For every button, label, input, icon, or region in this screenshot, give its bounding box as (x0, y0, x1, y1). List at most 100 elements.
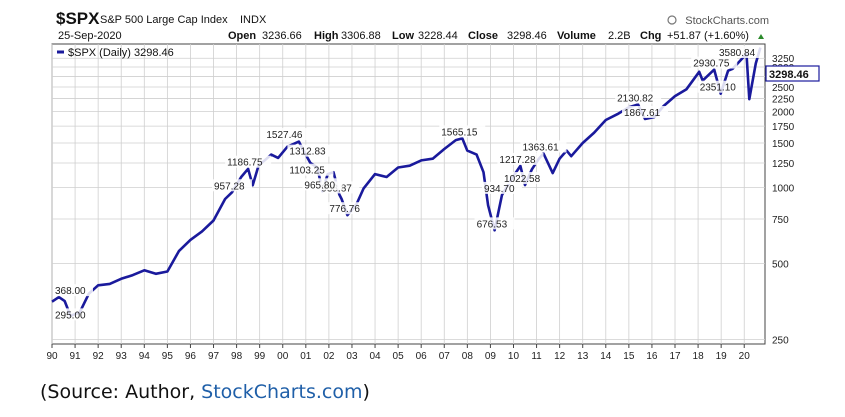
point-label: 1022.58 (504, 174, 541, 185)
point-label: 1103.25 (289, 166, 325, 177)
spx-series-line (51, 47, 762, 318)
x-tick-label: 18 (693, 351, 705, 362)
point-label-bg (53, 308, 93, 321)
x-tick-label: 09 (485, 351, 497, 362)
grid-lines (51, 44, 765, 344)
annotation-layer: 368.00 295.00 1186.75 957.28 1527.46 1312.83 1… (53, 46, 763, 321)
y-tick-label: 1250 (772, 159, 795, 170)
low-label: Low (392, 30, 414, 42)
quote-date: 25-Sep-2020 (58, 30, 122, 42)
y-tick-label: 250 (772, 336, 789, 347)
point-label-bg (481, 181, 522, 194)
x-tick-label: 19 (716, 351, 728, 362)
point-label: 1363.61 (522, 142, 559, 153)
y-tick-label: 1750 (772, 122, 795, 133)
y-tick-label: 2250 (772, 95, 795, 106)
point-label-bg (53, 284, 93, 297)
caption-prefix: (Source: Author, (40, 381, 202, 403)
point-label: 676.53 (477, 219, 508, 230)
x-tick-label: 92 (93, 351, 105, 362)
point-label-bg (691, 56, 738, 69)
index-name: S&P 500 Large Cap Index (100, 14, 228, 26)
legend-entry: $SPX (Daily) 3298.46 (68, 47, 174, 59)
volume-value: 2.2B (608, 30, 631, 42)
x-tick-label: 16 (646, 351, 658, 362)
point-label: 2351.10 (700, 83, 737, 94)
x-tick-label: 08 (462, 351, 474, 362)
x-tick-label: 02 (323, 351, 335, 362)
point-label-bg (211, 179, 252, 192)
x-tick-label: 20 (739, 351, 751, 362)
watermark-text: StockCharts.com (685, 15, 769, 27)
volume-label: Volume (557, 30, 596, 42)
point-label-bg (327, 202, 368, 215)
point-label-bg (302, 178, 343, 191)
watermark-icon (667, 15, 677, 25)
low-value: 3228.44 (418, 30, 458, 42)
exchange-label: INDX (240, 14, 267, 26)
y-axis: 2505007501000125015001750200022502500275… (772, 54, 795, 346)
x-tick-label: 91 (70, 351, 82, 362)
x-tick-label: 07 (439, 351, 451, 362)
last-value-label: 3298.46 (769, 69, 809, 81)
symbol-title: $SPX (56, 9, 100, 28)
x-tick-label: 97 (208, 351, 220, 362)
x-tick-label: 96 (185, 351, 197, 362)
point-label-bg (717, 46, 763, 58)
point-label-bg (225, 155, 272, 168)
point-label: 295.00 (55, 310, 86, 321)
point-label-bg (502, 172, 549, 185)
y-tick-label: 1500 (772, 139, 795, 150)
point-label: 1186.75 (227, 158, 263, 169)
y-tick-label: 500 (772, 260, 789, 271)
point-label-bg (497, 152, 544, 165)
x-tick-label: 13 (577, 351, 589, 362)
y-tick-label: 2500 (772, 83, 795, 94)
point-label: 1217.28 (499, 155, 536, 166)
last-value-box (765, 65, 820, 82)
point-label-bg (520, 140, 567, 153)
point-label: 1867.61 (624, 108, 661, 119)
point-label: 1527.46 (266, 130, 303, 141)
point-label: 965.80 (304, 180, 335, 191)
high-label: High (314, 30, 339, 42)
point-label-bg (615, 91, 662, 104)
point-label: 1565.15 (441, 127, 478, 138)
x-tick-label: 94 (139, 351, 151, 362)
point-label: 3580.84 (719, 48, 756, 59)
x-tick-label: 90 (46, 351, 58, 362)
point-label: 1312.83 (289, 147, 326, 158)
y-tick-label: 1000 (772, 183, 795, 194)
x-tick-label: 95 (162, 351, 174, 362)
x-tick-label: 00 (277, 351, 289, 362)
chg-label: Chg (640, 30, 661, 42)
caption-suffix: ) (362, 381, 370, 403)
point-label: 776.76 (329, 204, 360, 215)
point-label: 368.00 (55, 286, 86, 297)
open-label: Open (228, 30, 256, 42)
point-label: 957.28 (214, 181, 245, 192)
point-label-bg (474, 217, 515, 230)
x-tick-label: 10 (508, 351, 520, 362)
point-label-bg (439, 125, 486, 138)
plot-frame (51, 43, 766, 345)
close-label: Close (468, 30, 498, 42)
x-tick-label: 93 (116, 351, 128, 362)
point-label-bg (697, 80, 744, 93)
point-label: 934.70 (484, 184, 515, 195)
x-tick-label: 03 (346, 351, 358, 362)
open-value: 3236.66 (262, 30, 302, 42)
y-tick-label: 750 (772, 215, 789, 226)
x-tick-label: 17 (669, 351, 681, 362)
point-label-bg (287, 144, 334, 157)
high-value: 3306.88 (341, 30, 381, 42)
x-tick-label: 04 (369, 351, 381, 362)
stockcharts-link[interactable]: StockCharts.com (201, 381, 363, 403)
y-tick-label: 2000 (772, 107, 795, 118)
point-label-bg (287, 163, 334, 176)
chg-value: +51.87 (+1.60%) (667, 30, 749, 42)
point-label-bg (264, 128, 311, 141)
x-tick-label: 15 (623, 351, 635, 362)
x-tick-label: 98 (231, 351, 243, 362)
